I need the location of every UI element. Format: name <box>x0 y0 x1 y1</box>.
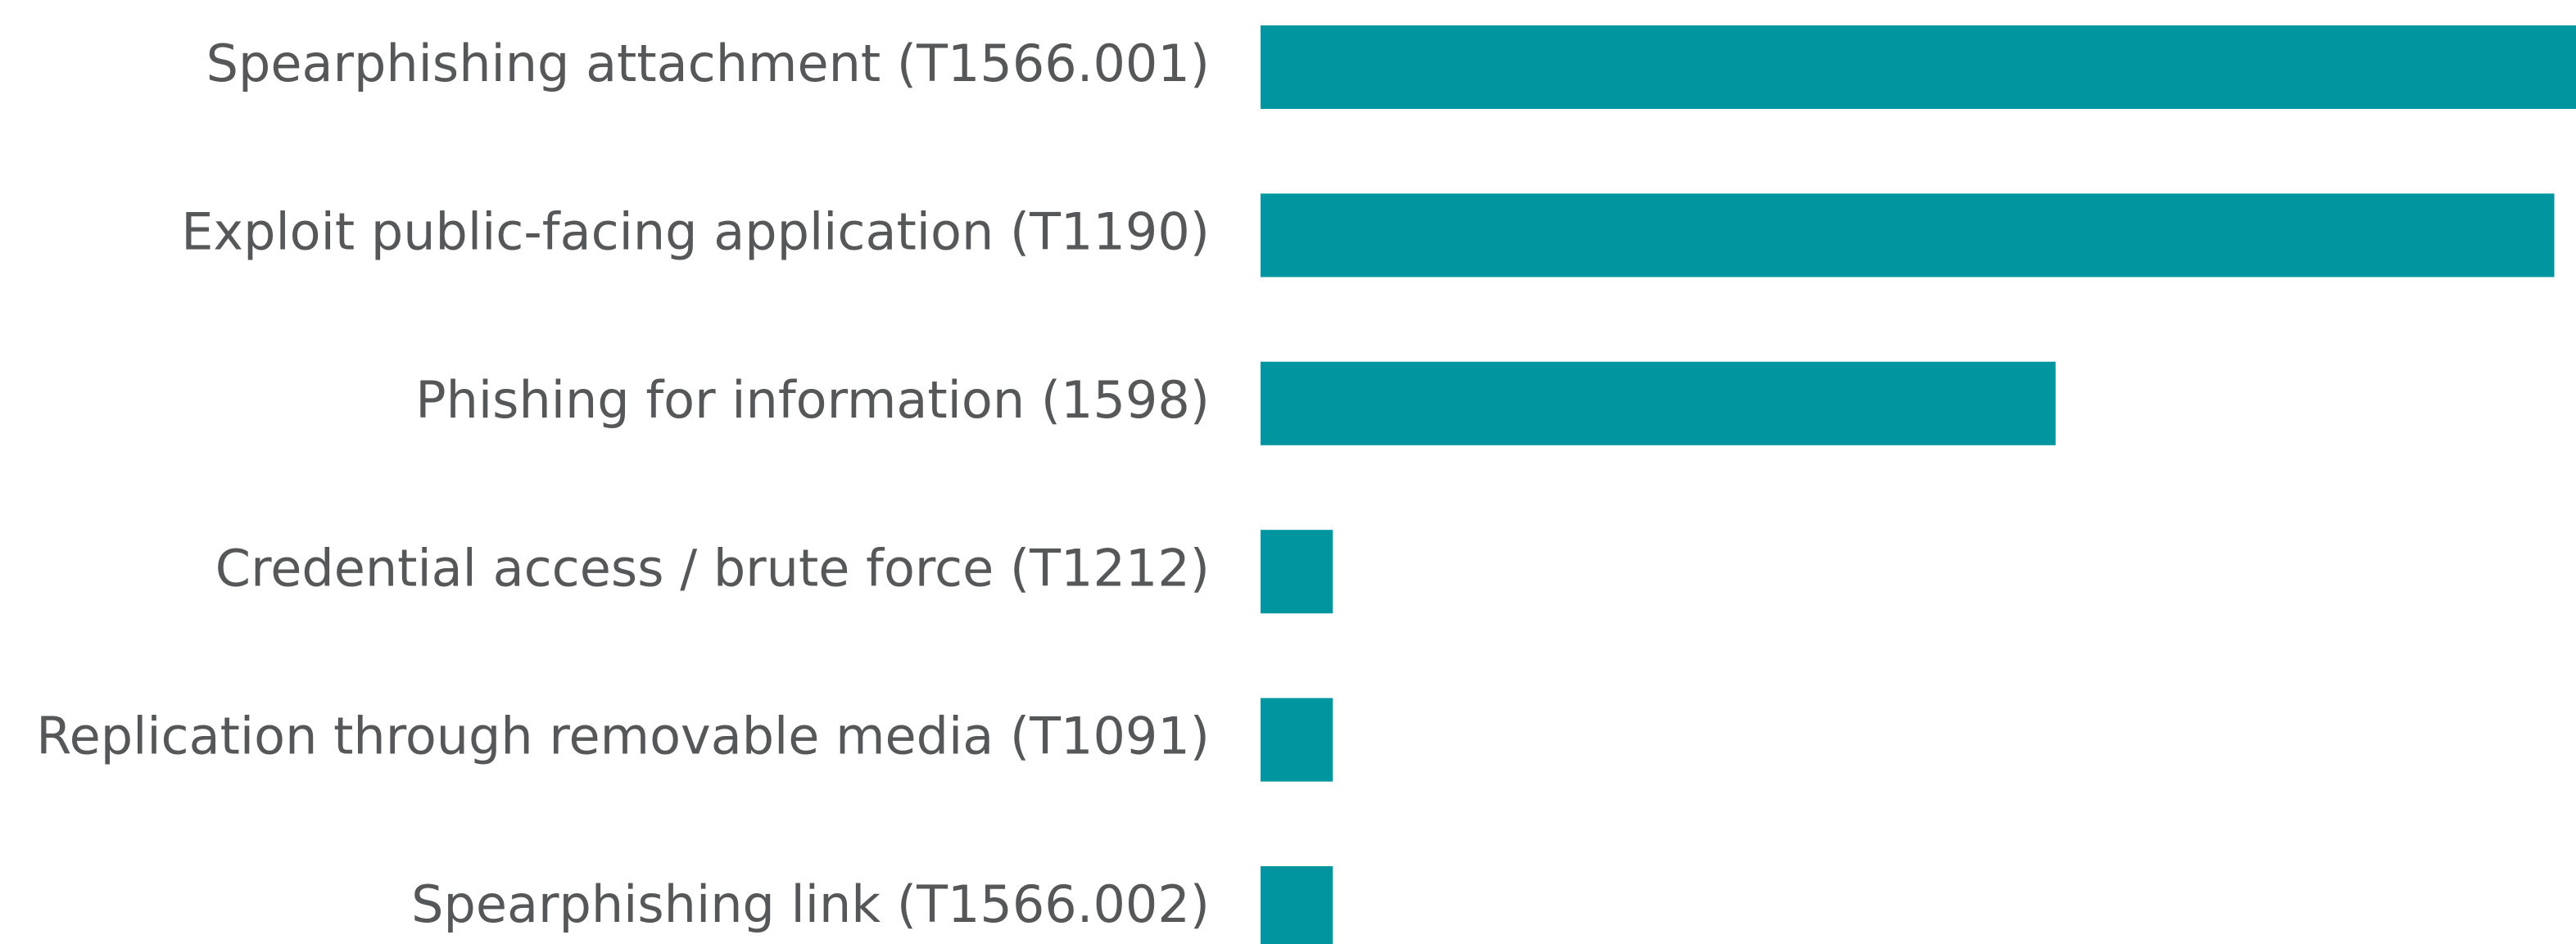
category-label: Spearphishing attachment (T1566.001) <box>206 34 1210 93</box>
bar <box>1261 866 1333 944</box>
bar <box>1261 698 1333 782</box>
bar <box>1261 193 2555 278</box>
category-label: Credential access / brute force (T1212) <box>215 538 1210 598</box>
bar <box>1261 530 1333 614</box>
category-label: Spearphishing link (T1566.002) <box>411 874 1210 934</box>
bar <box>1261 361 2056 445</box>
bar <box>1261 25 2576 109</box>
category-label: Phishing for information (1598) <box>415 370 1210 430</box>
category-label: Replication through removable media (T10… <box>36 707 1210 766</box>
category-label: Exploit public-facing application (T1190… <box>181 201 1210 261</box>
